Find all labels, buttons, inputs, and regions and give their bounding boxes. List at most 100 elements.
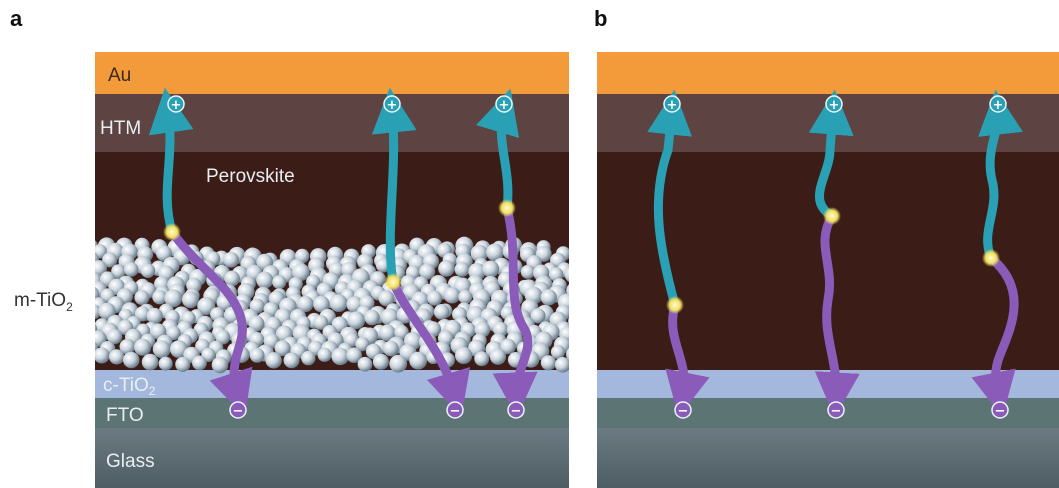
- tio2-nanoparticle: [500, 338, 516, 355]
- tio2-nanoparticle: [152, 289, 167, 305]
- tio2-nanoparticle: [301, 350, 316, 366]
- tio2-nanoparticle: [111, 264, 126, 279]
- tio2-nanoparticle: [389, 354, 408, 373]
- layer-ctio2-b: [597, 370, 1059, 398]
- label-au: Au: [108, 65, 131, 86]
- tio2-nanoparticle: [378, 290, 395, 307]
- svg-text:−: −: [233, 404, 244, 419]
- electron-minus-icon: −: [507, 401, 525, 419]
- tio2-nanoparticle: [347, 311, 366, 330]
- tio2-nanoparticle: [455, 346, 473, 365]
- tio2-nanoparticle: [102, 252, 118, 268]
- carrier-path-b3: [971, 89, 1023, 418]
- tio2-nanoparticle: [382, 340, 399, 357]
- charge-markers: + + + + + + − − − − − −: [167, 95, 1009, 419]
- tio2-nanoparticle: [274, 340, 291, 357]
- generation-point-icon: [163, 223, 181, 241]
- tio2-nanoparticle: [156, 245, 172, 262]
- tio2-nanoparticle: [329, 294, 348, 313]
- tio2-nanoparticle: [341, 261, 357, 278]
- tio2-nanoparticle: [169, 340, 188, 358]
- electron-minus-icon: −: [446, 401, 464, 419]
- tio2-nanoparticle: [486, 243, 504, 262]
- tio2-nanoparticle: [409, 351, 428, 370]
- layer-au-b: [597, 52, 1059, 94]
- tio2-nanoparticle: [568, 317, 569, 326]
- generation-point-icon: [384, 273, 402, 291]
- carrier-path-a1: [148, 87, 253, 417]
- tio2-nanoparticle: [357, 356, 373, 372]
- tio2-nanoparticle: [109, 349, 125, 365]
- tio2-nanoparticle: [470, 244, 488, 263]
- tio2-nanoparticle: [164, 289, 183, 308]
- carrier-path-a3: [475, 88, 538, 418]
- generation-point-icon: [498, 199, 516, 217]
- svg-text:−: −: [511, 404, 522, 419]
- panel-a: Au HTM Perovskite c-TiO2 FTO Glass: [95, 52, 569, 488]
- label-fto: FTO: [106, 405, 144, 426]
- tio2-nanoparticle: [433, 304, 450, 320]
- tio2-nanoparticle: [317, 347, 332, 362]
- tio2-nanoparticle: [215, 329, 231, 345]
- tio2-nanoparticle: [564, 267, 569, 283]
- svg-text:+: +: [171, 98, 182, 113]
- tio2-nanoparticle: [474, 351, 490, 367]
- tio2-nanoparticle: [146, 307, 163, 325]
- tio2-nanoparticle: [224, 270, 240, 287]
- carrier-path-b2: [808, 89, 860, 418]
- tio2-nanoparticle: [520, 264, 535, 279]
- tio2-nanoparticle: [566, 347, 569, 362]
- tio2-nanoparticle: [355, 336, 370, 352]
- tio2-nanoparticle: [95, 324, 98, 335]
- tio2-nanoparticle: [123, 351, 140, 369]
- tio2-nanoparticle: [265, 352, 282, 369]
- electron-minus-icon: −: [827, 401, 845, 419]
- tio2-nanoparticle: [548, 267, 564, 282]
- tio2-nanoparticle: [489, 348, 507, 365]
- carrier-path-a2: [371, 87, 471, 417]
- hole-plus-icon: +: [495, 95, 513, 113]
- electron-minus-icon: −: [991, 401, 1009, 419]
- generation-point-icon: [666, 296, 684, 314]
- tio2-nanoparticle: [98, 302, 116, 320]
- hole-plus-icon: +: [383, 95, 401, 113]
- hole-plus-icon: +: [825, 95, 843, 113]
- generation-point-icon: [823, 207, 841, 225]
- tio2-nanoparticle: [181, 291, 199, 309]
- panel-b: [597, 52, 1059, 488]
- tio2-nanoparticle: [443, 287, 461, 304]
- label-glass: Glass: [106, 451, 155, 472]
- tio2-nanoparticle: [530, 308, 546, 324]
- tio2-nanoparticle: [292, 263, 310, 281]
- svg-text:+: +: [667, 98, 678, 113]
- hole-plus-icon: +: [663, 95, 681, 113]
- label-perovskite: Perovskite: [206, 166, 295, 187]
- label-htm: HTM: [100, 118, 141, 139]
- hole-plus-icon: +: [167, 95, 185, 113]
- layer-au-a: [95, 52, 569, 94]
- m-tio2-label: m-TiO2: [14, 290, 73, 314]
- tio2-nanoparticle: [394, 324, 409, 340]
- tio2-nanoparticle: [364, 309, 380, 326]
- tio2-nanoparticle: [419, 263, 436, 280]
- tio2-nanoparticle: [297, 295, 314, 313]
- svg-text:+: +: [387, 98, 398, 113]
- layer-glass-a: [95, 428, 569, 488]
- tio2-nanoparticle: [166, 325, 181, 341]
- svg-text:+: +: [499, 98, 510, 113]
- generation-point-icon: [982, 249, 1000, 267]
- carrier-path-b1: [647, 89, 710, 418]
- tio2-nanoparticle: [379, 324, 396, 342]
- layer-ctio2-a: [95, 370, 569, 398]
- tio2-nanoparticle: [152, 340, 171, 359]
- tio2-nanoparticle: [438, 260, 455, 277]
- tio2-nanoparticle: [427, 290, 443, 306]
- tio2-nanoparticle: [249, 347, 265, 363]
- svg-text:−: −: [678, 404, 689, 419]
- tio2-nanoparticle: [458, 289, 473, 304]
- tio2-nanoparticle: [211, 356, 229, 374]
- svg-text:−: −: [995, 404, 1006, 419]
- tio2-nanoparticle: [283, 352, 300, 369]
- tio2-nanoparticle: [313, 315, 329, 330]
